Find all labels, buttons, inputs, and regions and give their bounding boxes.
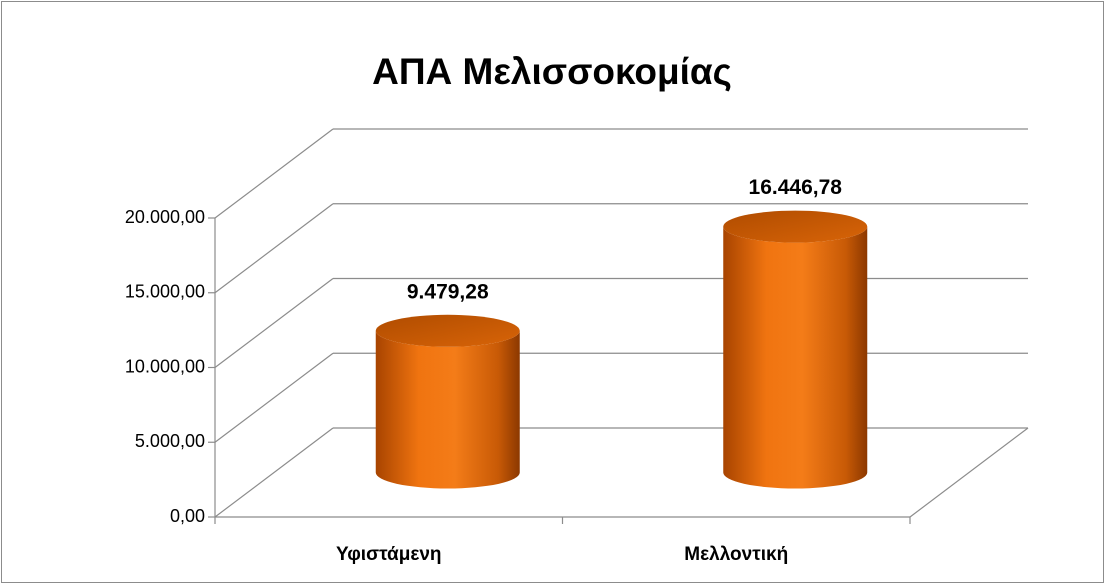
y-tick-label: 5.000,00 <box>135 431 205 451</box>
y-tick-label: 15.000,00 <box>125 282 205 302</box>
grid-line-side <box>214 278 334 368</box>
chart-title: ΑΠΑ Μελισσοκομίας <box>372 51 732 92</box>
x-tick-label: Μελλοντική <box>684 544 788 565</box>
value-label: 16.446,78 <box>749 176 843 199</box>
y-tick-label: 10.000,00 <box>125 356 205 376</box>
grid-line-side <box>214 203 334 294</box>
cylinder-top <box>723 210 868 243</box>
cylinder-top <box>375 314 520 347</box>
x-tick-label: Υφιστάμενη <box>336 544 442 565</box>
y-tick-label: 0,00 <box>170 506 205 526</box>
y-tick-label: 20.000,00 <box>125 207 205 227</box>
grid-line-side <box>214 352 334 443</box>
cylinder <box>723 226 868 489</box>
floor-edge <box>909 427 1029 518</box>
cylinder <box>375 330 520 489</box>
grid-line-side <box>214 427 334 518</box>
grid-line-side <box>214 128 334 219</box>
value-label: 9.479,28 <box>407 280 489 303</box>
